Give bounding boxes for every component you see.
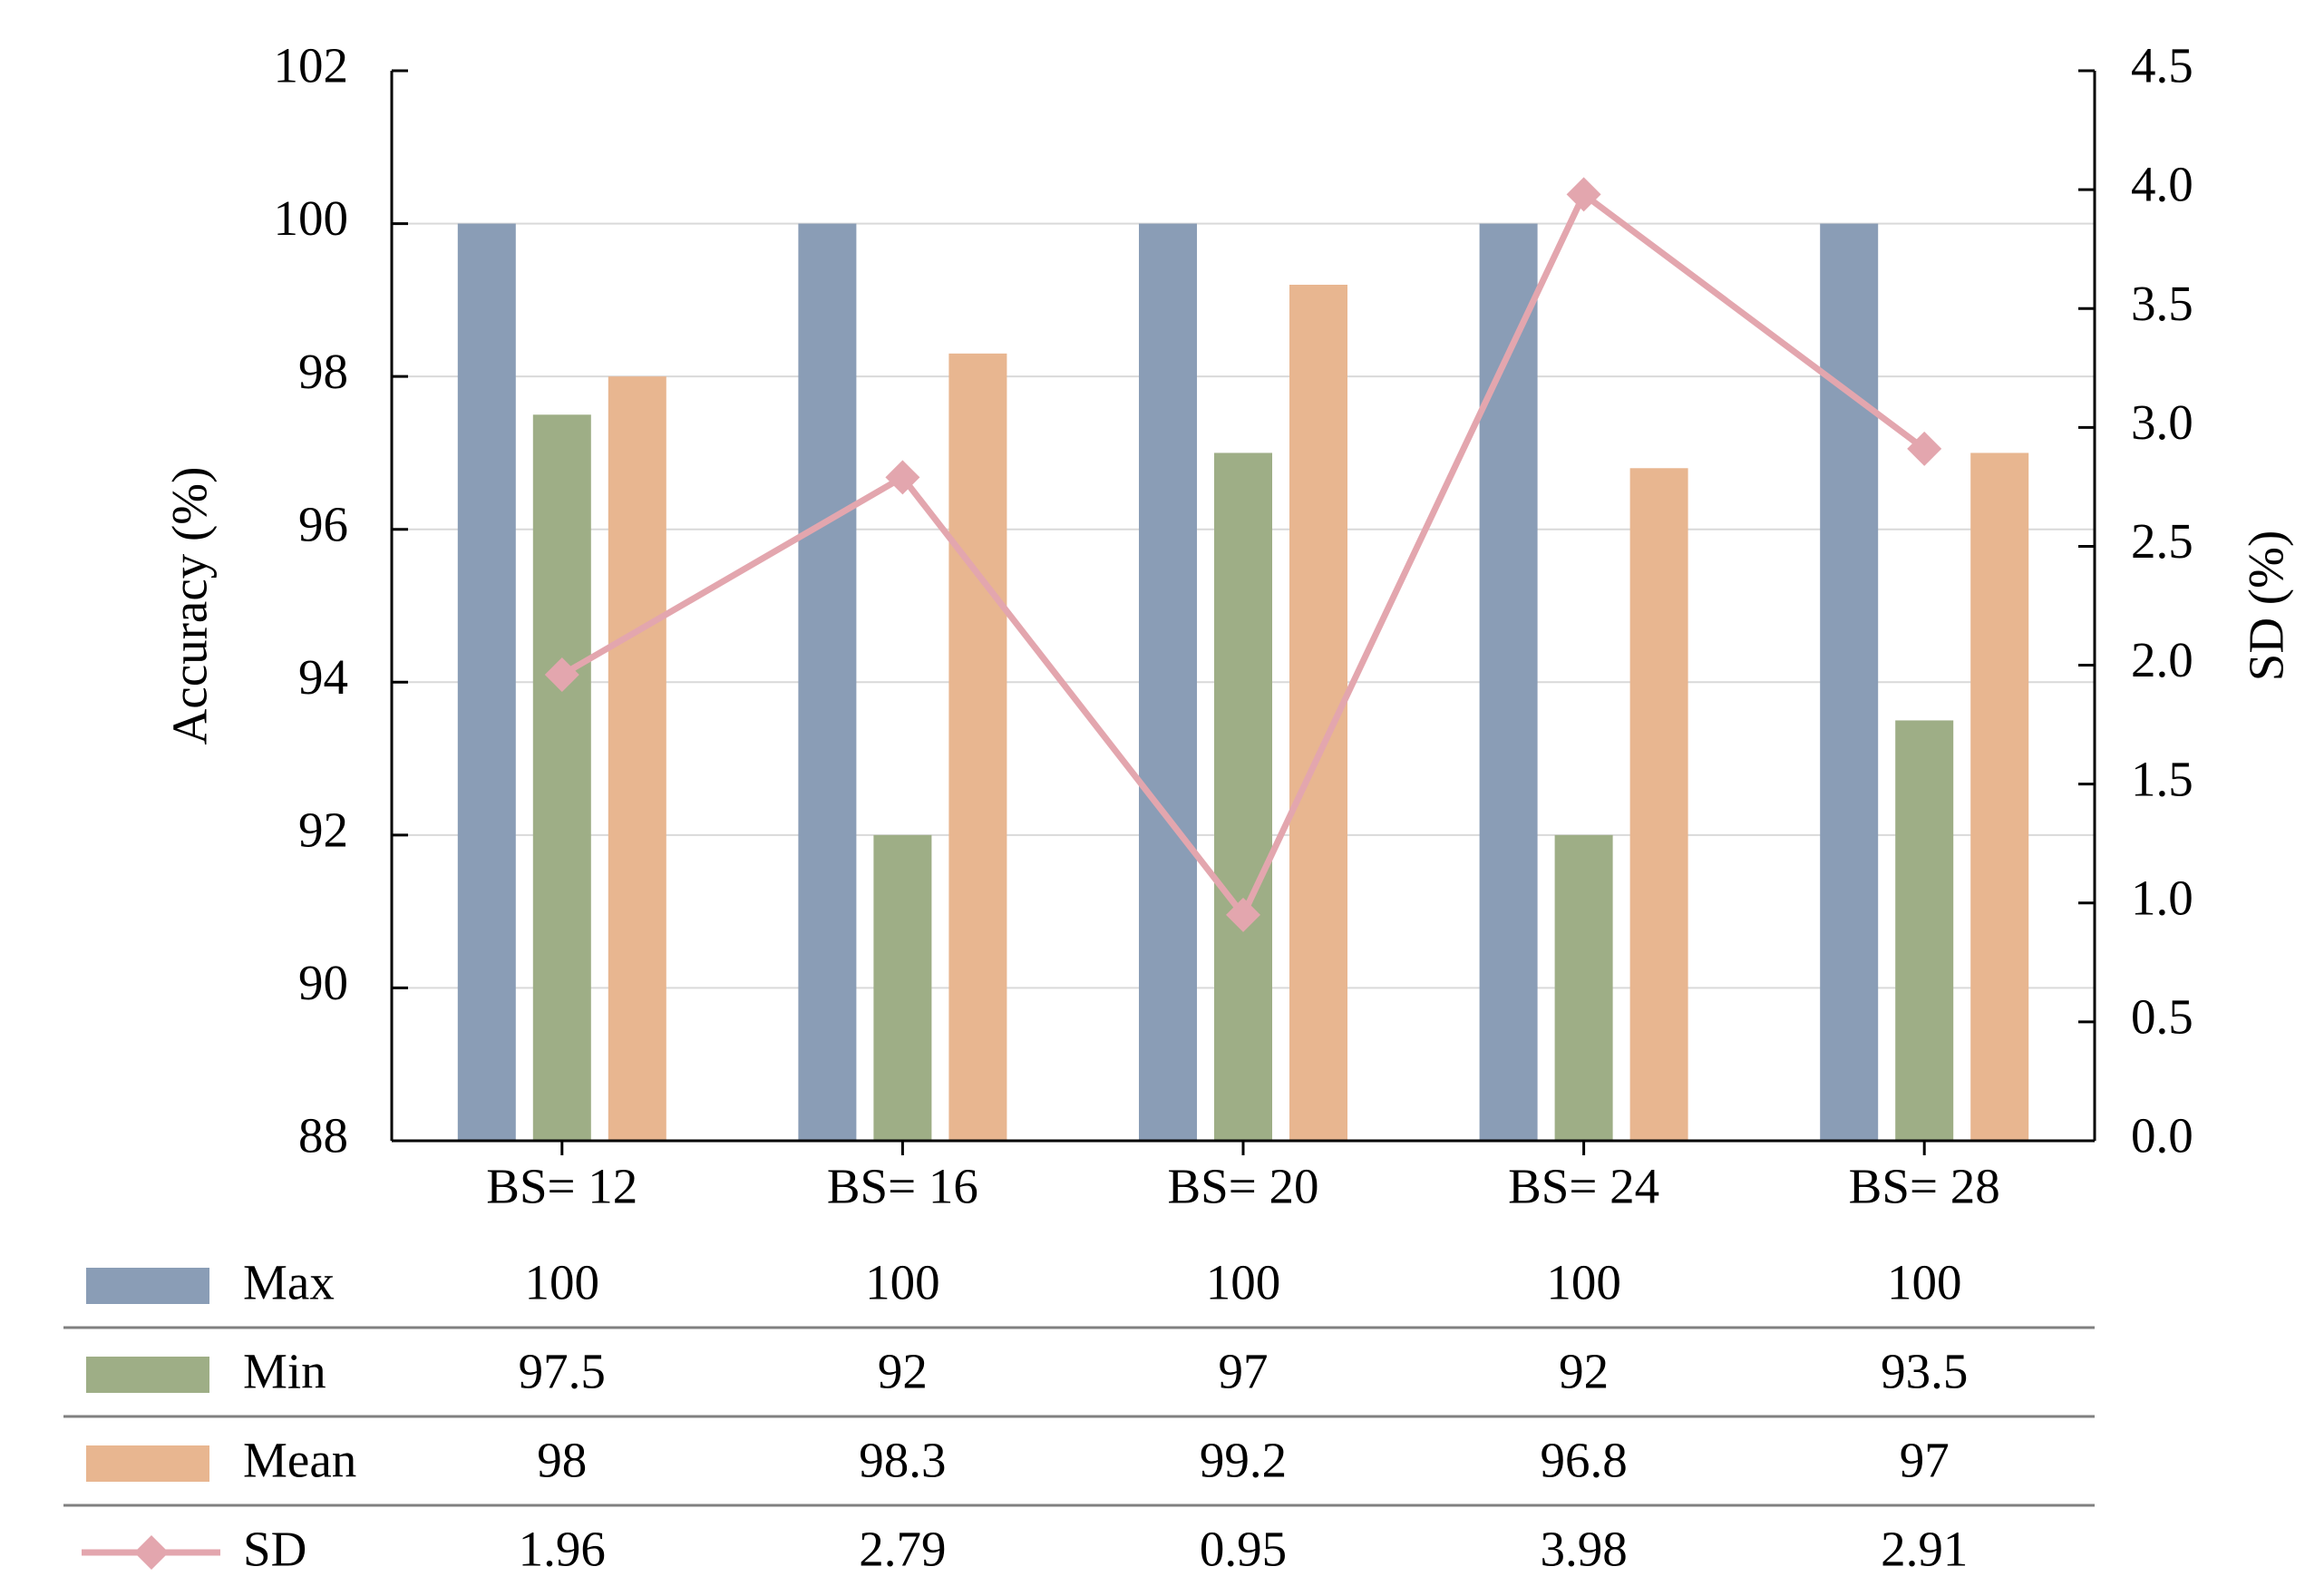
bar-min-4 [1895, 720, 1954, 1141]
table-cell: 3.98 [1540, 1522, 1627, 1577]
left-tick-label: 88 [298, 1108, 348, 1163]
bar-mean-4 [1970, 453, 2029, 1141]
table-cell: 92 [1559, 1344, 1609, 1399]
table-cell: 2.79 [859, 1522, 946, 1577]
table-cell: 98.3 [859, 1433, 946, 1488]
left-tick-label: 92 [298, 802, 348, 857]
axes [390, 69, 2096, 1155]
table-cell: 92 [878, 1344, 928, 1399]
x-tick-label: BS= 16 [827, 1159, 978, 1214]
table-cell: 93.5 [1881, 1344, 1968, 1399]
left-tick-label: 102 [274, 38, 349, 93]
bar-mean-0 [608, 376, 666, 1142]
sd-point-0 [544, 657, 579, 693]
table-cell: 98 [537, 1433, 587, 1488]
sd-point-3 [1566, 177, 1601, 212]
right-tick-label: 2.0 [2131, 632, 2193, 687]
legend-label-max: Max [243, 1255, 335, 1310]
right-tick-label: 1.0 [2131, 870, 2193, 925]
table-cell: 2.91 [1881, 1522, 1968, 1577]
legend-swatch-max [86, 1268, 209, 1304]
right-tick-label: 1.5 [2131, 751, 2193, 806]
bar-min-1 [873, 834, 932, 1141]
bars [457, 223, 2029, 1142]
table-cell: 100 [525, 1255, 600, 1310]
table-cell: 0.95 [1200, 1522, 1287, 1577]
left-tick-label: 94 [298, 649, 348, 705]
right-tick-label: 3.0 [2131, 394, 2193, 450]
legend-label-min: Min [243, 1344, 326, 1399]
y2-axis-title: SD (%) [2239, 530, 2294, 682]
bar-max-0 [457, 223, 516, 1142]
sd-line [544, 177, 1942, 932]
right-tick-label: 3.5 [2131, 276, 2193, 331]
legend-label-sd: SD [243, 1522, 306, 1577]
sd-point-2 [1226, 897, 1260, 932]
bar-max-2 [1139, 223, 1197, 1142]
y-axis-title: Accuracy (%) [162, 467, 218, 745]
x-tick-label: BS= 28 [1849, 1159, 2000, 1214]
table-cell: 99.2 [1200, 1433, 1287, 1488]
bar-max-4 [1820, 223, 1879, 1142]
table-cell: 100 [1206, 1255, 1281, 1310]
right-tick-label: 0.5 [2131, 989, 2193, 1045]
bar-max-1 [798, 223, 857, 1142]
data-table: Max 100 100 100 100 100 Min 97.5 92 97 92 93.5 Mean 9… [63, 1255, 2095, 1577]
legend-swatch-min [86, 1357, 209, 1393]
bar-min-0 [532, 414, 591, 1141]
right-tick-label: 4.0 [2131, 157, 2193, 212]
x-tick-label: BS= 24 [1508, 1159, 1659, 1214]
table-cell: 97 [1900, 1433, 1950, 1488]
table-cell: 100 [865, 1255, 940, 1310]
left-tick-label: 100 [274, 190, 349, 246]
bar-mean-3 [1629, 468, 1688, 1141]
legend-swatch-mean [86, 1445, 209, 1482]
bar-mean-1 [948, 353, 1007, 1141]
legend-marker-sd [134, 1535, 169, 1570]
right-tick-label: 2.5 [2131, 513, 2193, 569]
table-cell: 96.8 [1540, 1433, 1627, 1488]
table-cell: 97.5 [519, 1344, 606, 1399]
x-tick-label: BS= 12 [486, 1159, 637, 1214]
legend-label-mean: Mean [243, 1433, 356, 1488]
right-tick-label: 4.5 [2131, 38, 2193, 93]
left-tick-label: 96 [298, 496, 348, 551]
bar-min-3 [1554, 834, 1613, 1141]
table-cell: 1.96 [519, 1522, 606, 1577]
table-cell: 100 [1887, 1255, 1962, 1310]
sd-point-1 [885, 460, 920, 495]
x-tick-label: BS= 20 [1167, 1159, 1318, 1214]
sd-point-4 [1907, 431, 1942, 466]
axis-labels: 88 90 92 94 96 98 100 102 0.0 0.5 1.0 1.5 2.0 2.5 3.0 3… [162, 38, 2294, 1214]
bar-min-2 [1214, 453, 1272, 1141]
left-tick-label: 90 [298, 955, 348, 1010]
bar-max-3 [1479, 223, 1538, 1142]
table-cell: 97 [1219, 1344, 1269, 1399]
left-tick-label: 98 [298, 344, 348, 399]
right-tick-label: 0.0 [2131, 1108, 2193, 1163]
table-cell: 100 [1546, 1255, 1621, 1310]
